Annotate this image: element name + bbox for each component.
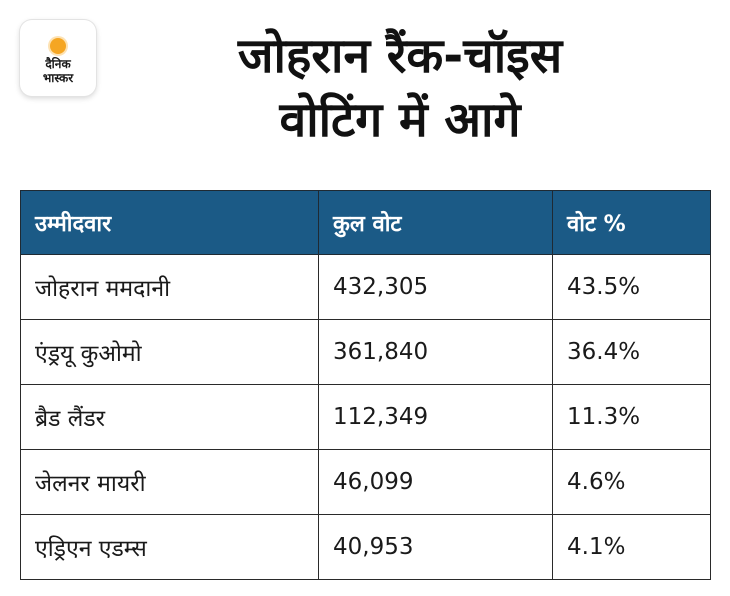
sun-icon <box>50 37 66 54</box>
total-votes: 40,953 <box>318 514 553 580</box>
total-votes: 112,349 <box>318 384 553 450</box>
vote-percent: 11.3% <box>552 384 711 450</box>
vote-percent: 43.5% <box>552 254 711 320</box>
total-votes: 432,305 <box>318 254 553 320</box>
table-row: एड्रिएन एडम्स 40,953 4.1% <box>20 514 711 580</box>
total-votes: 361,840 <box>318 319 553 385</box>
candidate-name: जेलनर मायरी <box>20 449 319 515</box>
candidate-name: एंड्रयू कुओमो <box>20 319 319 385</box>
total-votes: 46,099 <box>318 449 553 515</box>
vote-percent: 4.6% <box>552 449 711 515</box>
candidate-name: ब्रैड लैंडर <box>20 384 319 450</box>
table-row: ब्रैड लैंडर 112,349 11.3% <box>20 384 711 450</box>
header-vote-percent: वोट % <box>552 190 711 255</box>
vote-percent: 36.4% <box>552 319 711 385</box>
candidate-name: एड्रिएन एडम्स <box>20 514 319 580</box>
logo-text-line2: भास्कर <box>42 70 74 85</box>
table-row: जोहरान ममदानी 432,305 43.5% <box>20 254 711 320</box>
candidate-name: जोहरान ममदानी <box>20 254 319 320</box>
vote-percent: 4.1% <box>552 514 711 580</box>
header-candidate: उम्मीदवार <box>20 190 319 255</box>
table-header-row: उम्मीदवार कुल वोट वोट % <box>20 190 711 255</box>
table-row: जेलनर मायरी 46,099 4.6% <box>20 449 711 515</box>
table-row: एंड्रयू कुओमो 361,840 36.4% <box>20 319 711 385</box>
page-title: जोहरान रैंक-चॉइस वोटिंग में आगे <box>110 24 690 152</box>
header-total-votes: कुल वोट <box>318 190 553 255</box>
title-line-1: जोहरान रैंक-चॉइस <box>237 28 563 84</box>
logo-text-line1: दैनिक <box>45 56 71 71</box>
dainik-bhaskar-logo: दैनिक भास्कर <box>20 20 96 96</box>
results-table: उम्मीदवार कुल वोट वोट % जोहरान ममदानी 43… <box>20 190 711 580</box>
title-line-2: वोटिंग में आगे <box>279 92 521 148</box>
